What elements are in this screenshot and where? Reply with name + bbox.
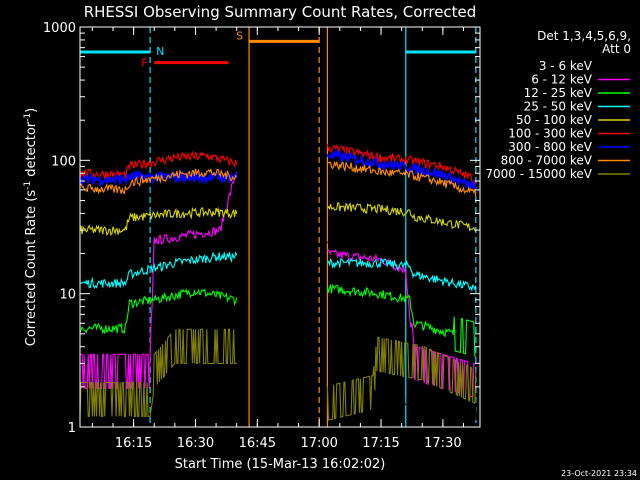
- x-tick-label-5: 17:30: [424, 436, 461, 451]
- y-axis-label-part1: Corrected Count Rate (s: [24, 190, 39, 347]
- y-axis: 1 10 100 1000: [43, 21, 480, 436]
- series-line-7-1: [327, 160, 477, 198]
- series-line-4-0: [79, 206, 238, 237]
- legend-label-4: 50 - 100 keV: [516, 113, 593, 127]
- mode-boundary-lines: [149, 27, 477, 427]
- legend-label-7: 800 - 7000 keV: [501, 154, 593, 168]
- series-line-2-1: [326, 284, 477, 358]
- series-line-2-0: [79, 288, 238, 335]
- x-tick-label-2: 16:45: [239, 436, 276, 451]
- flag-s-label: S: [236, 29, 243, 42]
- y-axis-label-sup1: -1: [23, 181, 33, 190]
- y-axis-label-sup2: -1: [23, 113, 33, 122]
- x-tick-label-4: 17:15: [362, 436, 399, 451]
- legend-label-6: 300 - 800 keV: [508, 140, 592, 154]
- series-group: [78, 144, 477, 421]
- series-line-5-0: [79, 150, 238, 180]
- mode-flags: NF S: [80, 29, 476, 70]
- x-tick-label-3: 17:00: [300, 436, 337, 451]
- x-axis: 16:15 16:30 16:45 17:00 17:15 17:30: [91, 27, 465, 451]
- legend-title-line2: Att 0: [602, 42, 631, 56]
- timestamp: 23-Oct-2021 23:34: [561, 469, 637, 478]
- series-line-0-0: [79, 169, 238, 392]
- y-axis-label-part3: ): [24, 108, 39, 113]
- y-axis-label: Corrected Count Rate (s-1 detector-1): [23, 108, 39, 346]
- legend-title-line1: Det 1,3,4,5,6,9,: [537, 29, 631, 43]
- series-line-3-0: [79, 250, 238, 289]
- legend-label-1: 6 - 12 keV: [531, 73, 593, 87]
- series-line-3-1: [327, 257, 477, 292]
- legend-label-0: 3 - 6 keV: [539, 59, 593, 73]
- flag-n-label: N: [156, 45, 164, 58]
- y-tick-label-0: 1: [68, 421, 76, 436]
- plot-frame: [79, 26, 481, 428]
- x-tick-label-0: 16:15: [115, 436, 152, 451]
- legend-label-5: 100 - 300 keV: [508, 127, 592, 141]
- series-line-7-0: [79, 167, 238, 195]
- flag-f-label: F: [141, 57, 147, 70]
- x-tick-label-1: 16:30: [177, 436, 214, 451]
- series-line-0-1: [326, 235, 477, 421]
- legend-label-2: 12 - 25 keV: [524, 86, 593, 100]
- chart-title: RHESSI Observing Summary Count Rates, Co…: [84, 3, 477, 21]
- series-line-8-1: [326, 336, 477, 421]
- y-tick-label-1: 10: [59, 288, 76, 303]
- series-line-8-0: [79, 328, 237, 417]
- series-line-1-0: [80, 171, 238, 389]
- y-axis-label-part2: detector: [24, 121, 39, 181]
- y-tick-label-3: 1000: [43, 21, 76, 36]
- legend-label-8: 7000 - 15000 keV: [485, 167, 592, 181]
- series-line-4-1: [326, 202, 477, 233]
- x-axis-label: Start Time (15-Mar-13 16:02:02): [175, 457, 386, 472]
- y-tick-label-2: 100: [51, 154, 76, 169]
- legend-label-3: 25 - 50 keV: [524, 100, 593, 114]
